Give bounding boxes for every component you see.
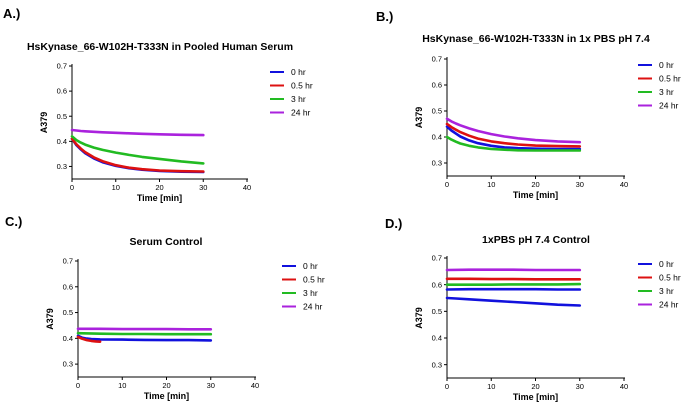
series-line-3-hr bbox=[445, 282, 582, 287]
y-tick-label: 0.5 bbox=[57, 112, 67, 121]
x-tick-label: 30 bbox=[199, 183, 207, 192]
y-tick-label: 0.3 bbox=[432, 360, 442, 369]
x-tick-label: 40 bbox=[620, 180, 628, 189]
series-line-24-hr bbox=[445, 117, 582, 144]
x-tick-label: 10 bbox=[487, 180, 495, 189]
panel-label: A.) bbox=[3, 6, 20, 21]
x-tick-label: 0 bbox=[445, 180, 449, 189]
x-axis-title: Time [min] bbox=[513, 190, 558, 200]
series-line-0-hr bbox=[445, 125, 582, 151]
legend-label: 0 hr bbox=[659, 60, 674, 70]
y-tick-label: 0.7 bbox=[432, 254, 442, 263]
y-tick-label: 0.6 bbox=[57, 87, 67, 96]
y-tick-label: 0.7 bbox=[63, 257, 73, 266]
x-tick-label: 30 bbox=[576, 180, 584, 189]
legend-label: 0 hr bbox=[659, 259, 674, 269]
legend-label: 24 hr bbox=[659, 300, 679, 310]
x-tick-label: 20 bbox=[162, 381, 170, 390]
legend-label: 0.5 hr bbox=[303, 275, 325, 285]
panel-label: C.) bbox=[5, 214, 22, 229]
chart-title: HsKynase_66-W102H-T333N in Pooled Human … bbox=[27, 41, 293, 53]
x-tick-label: 40 bbox=[243, 183, 251, 192]
x-axis-title: Time [min] bbox=[137, 193, 182, 203]
legend-label: 0.5 hr bbox=[291, 81, 313, 91]
x-tick-label: 10 bbox=[112, 183, 120, 192]
panel-label: D.) bbox=[385, 216, 402, 231]
y-tick-label: 0.6 bbox=[63, 282, 73, 291]
y-tick-label: 0.6 bbox=[432, 280, 442, 289]
y-tick-label: 0.5 bbox=[432, 107, 442, 116]
y-axis-title: A379 bbox=[414, 307, 424, 329]
x-tick-label: 30 bbox=[207, 381, 215, 390]
chart-panel-4: D.) 1xPBS pH 7.4 Control 0.3 0.4 0.5 0.6 0.7 0 1… bbox=[385, 216, 681, 402]
y-tick-label: 0.5 bbox=[63, 308, 73, 317]
chart-panel-1: A.) HsKynase_66-W102H-T333N in Pooled Hum… bbox=[3, 6, 313, 203]
series-line-24-hr bbox=[76, 327, 213, 331]
x-tick-label: 20 bbox=[155, 183, 163, 192]
panel-label: B.) bbox=[376, 9, 393, 24]
legend-label: 24 hr bbox=[291, 108, 311, 118]
chart-title: HsKynase_66-W102H-T333N in 1x PBS pH 7.4 bbox=[422, 33, 650, 45]
x-tick-label: 10 bbox=[487, 382, 495, 391]
chart-title: Serum Control bbox=[130, 236, 203, 248]
y-axis-title: A379 bbox=[414, 107, 424, 129]
legend-label: 24 hr bbox=[659, 101, 679, 111]
y-axis-title: A379 bbox=[45, 308, 55, 330]
chart-title: 1xPBS pH 7.4 Control bbox=[482, 234, 590, 246]
x-tick-label: 0 bbox=[70, 183, 74, 192]
x-axis-title: Time [min] bbox=[144, 391, 189, 401]
y-tick-label: 0.3 bbox=[432, 159, 442, 168]
legend-label: 0.5 hr bbox=[659, 273, 681, 283]
series-line-0-5-hr bbox=[76, 335, 102, 344]
series-line-unlabeled bbox=[445, 296, 582, 307]
chart-panel-3: C.) Serum Control 0.3 0.4 0.5 0.6 0.7 0 10 20 30 40… bbox=[5, 214, 325, 401]
y-tick-label: 0.7 bbox=[432, 55, 442, 64]
legend-label: 24 hr bbox=[303, 302, 323, 312]
x-tick-label: 40 bbox=[251, 381, 259, 390]
legend-label: 3 hr bbox=[291, 94, 306, 104]
y-tick-label: 0.4 bbox=[57, 137, 67, 146]
y-tick-label: 0.7 bbox=[57, 62, 67, 71]
series-line-3-hr bbox=[76, 331, 213, 336]
y-tick-label: 0.6 bbox=[432, 81, 442, 90]
y-tick-label: 0.3 bbox=[63, 360, 73, 369]
x-tick-label: 10 bbox=[118, 381, 126, 390]
y-tick-label: 0.4 bbox=[432, 133, 442, 142]
y-tick-label: 0.5 bbox=[432, 307, 442, 316]
x-tick-label: 0 bbox=[76, 381, 80, 390]
y-tick-label: 0.3 bbox=[57, 162, 67, 171]
x-tick-label: 30 bbox=[576, 382, 584, 391]
series-line-0-hr bbox=[76, 334, 213, 342]
legend-label: 0 hr bbox=[291, 67, 306, 77]
series-line-24-hr bbox=[70, 128, 205, 137]
series-line-0-5-hr bbox=[445, 277, 582, 281]
legend-label: 3 hr bbox=[303, 288, 318, 298]
legend-label: 3 hr bbox=[659, 87, 674, 97]
y-tick-label: 0.4 bbox=[63, 334, 73, 343]
series-line-0-5-hr bbox=[70, 137, 205, 173]
y-axis-title: A379 bbox=[39, 112, 49, 134]
series-line-0-5-hr bbox=[445, 122, 582, 148]
x-tick-label: 40 bbox=[620, 382, 628, 391]
series-line-3-hr bbox=[70, 135, 205, 165]
y-tick-label: 0.4 bbox=[432, 334, 442, 343]
chart-panel-2: B.) HsKynase_66-W102H-T333N in 1x PBS pH … bbox=[376, 9, 681, 200]
legend-label: 0 hr bbox=[303, 261, 318, 271]
x-tick-label: 0 bbox=[445, 382, 449, 391]
series-line-3-hr bbox=[445, 135, 582, 152]
x-tick-label: 20 bbox=[531, 180, 539, 189]
legend-label: 3 hr bbox=[659, 286, 674, 296]
x-axis-title: Time [min] bbox=[513, 392, 558, 402]
x-tick-label: 20 bbox=[531, 382, 539, 391]
legend-label: 0.5 hr bbox=[659, 74, 681, 84]
